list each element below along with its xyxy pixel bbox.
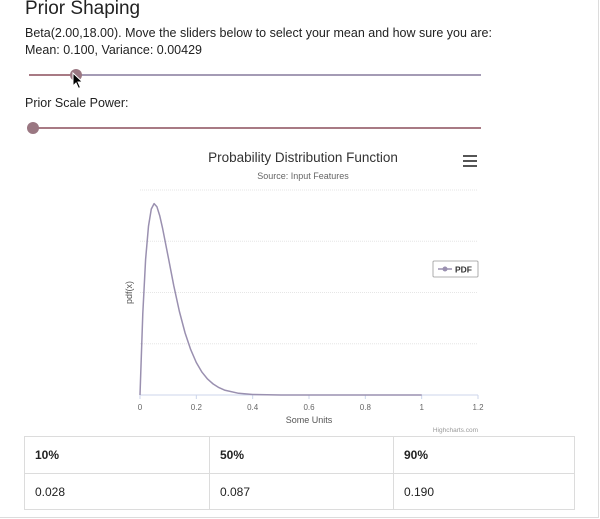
quantile-value-10: 0.028 xyxy=(24,473,210,510)
table-row: 0.028 0.087 0.190 xyxy=(24,473,575,510)
mouse-cursor-icon xyxy=(72,72,84,90)
y-axis-label: pdf(x) xyxy=(124,281,134,304)
quantile-header-50: 50% xyxy=(209,436,394,474)
x-tick-label: 1 xyxy=(419,403,424,412)
scale-slider[interactable] xyxy=(27,120,481,136)
hamburger-icon[interactable] xyxy=(463,155,477,167)
scale-slider-track xyxy=(29,127,481,129)
quantile-header-10: 10% xyxy=(24,436,210,474)
quantile-header-90: 90% xyxy=(393,436,575,474)
legend-marker xyxy=(442,266,448,272)
quantile-value-90: 0.190 xyxy=(393,473,575,510)
mean-slider-track xyxy=(74,74,481,76)
chart-subtitle: Source: Input Features xyxy=(257,171,349,181)
distribution-description: Beta(2.00,18.00). Move the sliders below… xyxy=(25,26,492,40)
x-tick-label: 0.6 xyxy=(303,403,315,412)
legend-box xyxy=(432,260,479,278)
quantile-table: 10% 50% 90% 0.028 0.087 0.190 xyxy=(24,436,575,510)
table-header-row: 10% 50% 90% xyxy=(24,436,575,474)
scale-slider-handle[interactable] xyxy=(27,122,39,134)
x-axis-label: Some Units xyxy=(286,415,333,425)
highcharts-credits[interactable]: Highcharts.com xyxy=(433,427,478,434)
scale-label: Prior Scale Power: xyxy=(25,96,129,110)
legend-label: PDF xyxy=(455,265,472,275)
series-line xyxy=(139,202,422,396)
mean-slider[interactable] xyxy=(29,67,481,83)
description: Beta(2.00,18.00). Move the sliders below… xyxy=(25,25,492,59)
mean-variance-readout: Mean: 0.100, Variance: 0.00429 xyxy=(25,43,202,57)
x-tick-label: 0.2 xyxy=(191,403,203,412)
chart-title: Probability Distribution Function xyxy=(208,150,398,165)
quantile-value-50: 0.087 xyxy=(209,473,394,510)
page-title: Prior Shaping xyxy=(25,0,141,19)
x-tick-label: 0 xyxy=(138,403,143,412)
x-tick-label: 0.8 xyxy=(360,403,372,412)
x-tick-label: 0.4 xyxy=(247,403,259,412)
mean-slider-track-filled xyxy=(29,74,74,76)
x-tick-label: 1.2 xyxy=(472,403,484,412)
pdf-chart: 0 0.2 0.4 0.6 0.8 1 1.2 Some Units pdf(x) PDF Hi… xyxy=(124,189,484,434)
